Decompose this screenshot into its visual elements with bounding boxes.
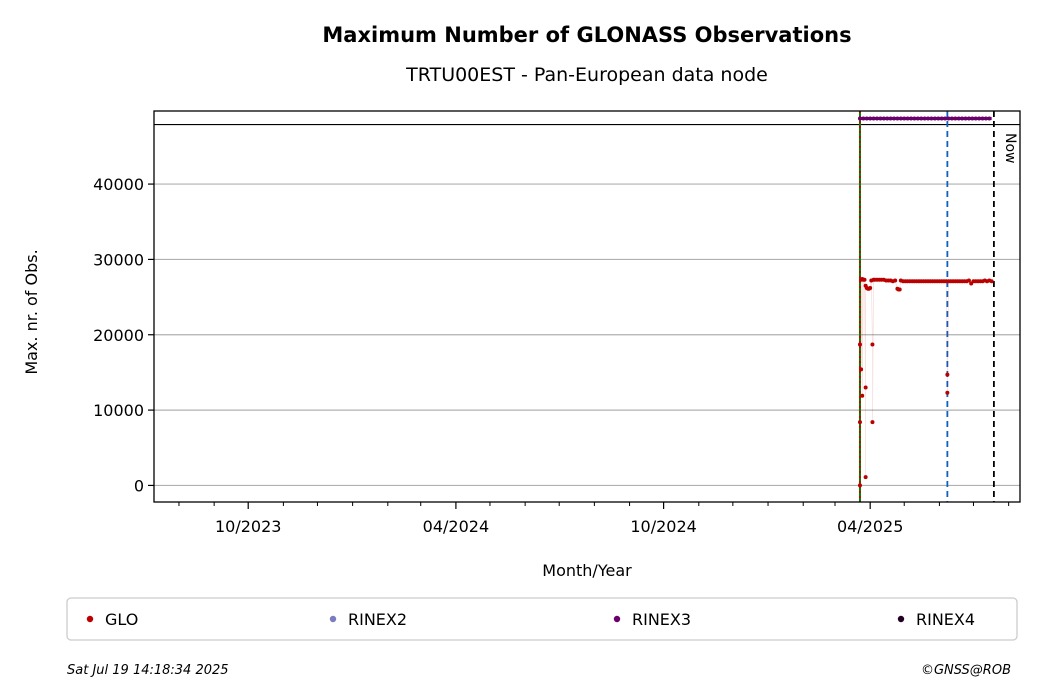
rinex3-point — [898, 116, 903, 121]
data-point-glo — [857, 420, 862, 425]
rinex3-point — [909, 116, 914, 121]
rinex3-point — [861, 116, 866, 121]
y-tick-label: 40000 — [93, 175, 144, 194]
x-tick-label: 10/2024 — [630, 517, 696, 536]
rinex3-point — [905, 116, 910, 121]
series-line-glo — [859, 278, 992, 486]
data-point-glo — [989, 279, 994, 284]
data-point-glo — [857, 483, 862, 488]
rinex3-point — [857, 116, 862, 121]
legend-marker-glo — [86, 615, 94, 623]
rinex3-point — [966, 116, 971, 121]
legend-box — [66, 597, 1018, 641]
rinex3-point — [960, 116, 965, 121]
grid-lines — [154, 183, 1020, 487]
rinex3-point — [987, 116, 992, 121]
rinex3-point — [929, 116, 934, 121]
legend-marker-rinex2 — [329, 615, 337, 623]
data-point-glo — [870, 342, 875, 347]
rinex3-point — [881, 116, 886, 121]
x-tick-label: 10/2023 — [215, 517, 281, 536]
rinex3-point — [932, 116, 937, 121]
data-point-glo — [863, 475, 868, 480]
rinex3-point — [874, 116, 879, 121]
legend-marker-rinex4 — [897, 615, 905, 623]
data-point-glo — [966, 278, 971, 283]
rinex3-point — [983, 116, 988, 121]
y-tick-label: 0 — [134, 476, 144, 495]
x-tick-label: 04/2025 — [837, 517, 903, 536]
data-point-glo — [862, 277, 867, 282]
legend-marker-rinex3 — [613, 615, 621, 623]
data-point-glo — [857, 342, 862, 347]
data-point-glo — [870, 420, 875, 425]
legend-label-glo: GLO — [105, 610, 138, 629]
rinex3-point — [892, 116, 897, 121]
rinex3-point — [902, 116, 907, 121]
data-point-glo — [863, 385, 868, 390]
rinex3-point — [915, 116, 920, 121]
y-tick-label: 20000 — [93, 326, 144, 345]
rinex3-point — [888, 116, 893, 121]
rinex3-point — [895, 116, 900, 121]
rinex3-point — [878, 116, 883, 121]
rinex3-point — [970, 116, 975, 121]
rinex3-point — [864, 116, 869, 121]
rinex3-point — [939, 116, 944, 121]
rinex3-point — [919, 116, 924, 121]
rinex3-point — [885, 116, 890, 121]
chart-title: Maximum Number of GLONASS Observations — [322, 23, 851, 47]
y-tick-label: 10000 — [93, 401, 144, 420]
y-tick-label: 30000 — [93, 250, 144, 269]
y-axis-label: Max. nr. of Obs. — [22, 249, 41, 374]
rinex3-point — [980, 116, 985, 121]
chart-subtitle: TRTU00EST - Pan-European data node — [405, 64, 768, 86]
rinex3-point — [953, 116, 958, 121]
data-point-glo — [860, 393, 865, 398]
rinex3-point — [973, 116, 978, 121]
rinex3-point — [871, 116, 876, 121]
legend: GLO RINEX2 RINEX3 RINEX4 — [66, 597, 1018, 641]
rinex3-point — [977, 116, 982, 121]
rinex3-point — [956, 116, 961, 121]
legend-items: GLO RINEX2 RINEX3 RINEX4 — [86, 610, 975, 629]
legend-label-rinex4: RINEX4 — [916, 610, 975, 629]
footer-credit: ©GNSS@ROB — [921, 663, 1011, 678]
data-point-glo — [945, 390, 950, 395]
rinex3-point — [946, 116, 951, 121]
rinex3-point — [963, 116, 968, 121]
data-layer: Now — [154, 111, 1020, 502]
rinex3-point — [936, 116, 941, 121]
rinex3-point — [949, 116, 954, 121]
legend-label-rinex3: RINEX3 — [632, 610, 691, 629]
x-axis-label: Month/Year — [542, 561, 632, 580]
plot-frame — [153, 110, 1021, 503]
rinex3-point — [943, 116, 948, 121]
footer-timestamp: Sat Jul 19 14:18:34 2025 — [67, 663, 229, 678]
rinex3-point — [922, 116, 927, 121]
axes: 0 10000 20000 30000 40000 10/2023 04/2024 10/20… — [93, 175, 1010, 536]
data-point-glo — [897, 287, 902, 292]
rinex3-point — [912, 116, 917, 121]
rinex3-point — [926, 116, 931, 121]
now-label: Now — [1002, 133, 1018, 164]
data-point-glo — [945, 372, 950, 377]
data-point-glo — [893, 278, 898, 283]
data-point-glo — [859, 367, 864, 372]
rinex3-point — [868, 116, 873, 121]
legend-label-rinex2: RINEX2 — [348, 610, 407, 629]
x-tick-label: 04/2024 — [423, 517, 489, 536]
data-point-glo — [868, 286, 873, 291]
